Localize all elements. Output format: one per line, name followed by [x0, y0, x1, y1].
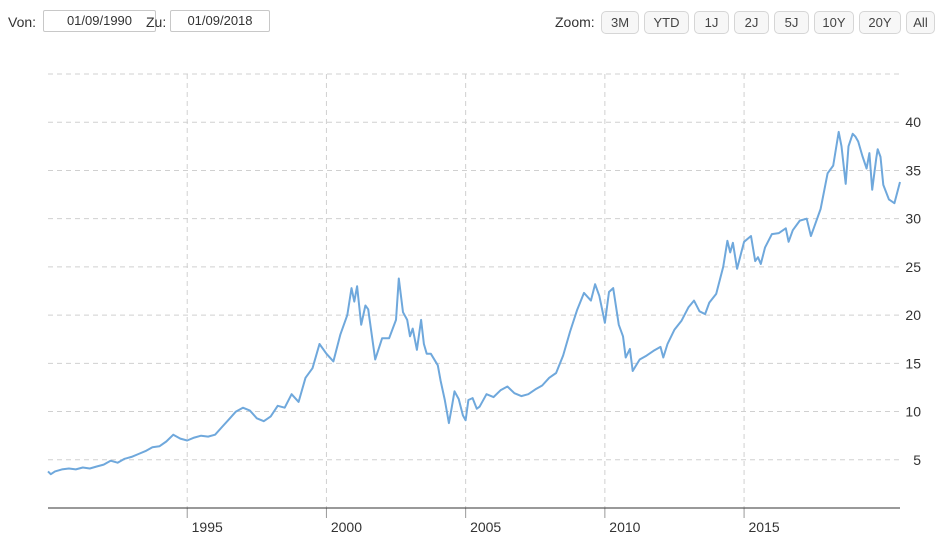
x-tick-label: 2015	[749, 519, 780, 535]
y-tick-label: 5	[913, 452, 921, 468]
series-line	[47, 130, 901, 476]
zoom-20y-button[interactable]: 20Y	[859, 11, 901, 34]
x-tick-label: 2010	[609, 519, 640, 535]
zoom-3m-button[interactable]: 3M	[601, 11, 639, 34]
y-tick-label: 25	[905, 259, 921, 275]
zoom-1j-button[interactable]: 1J	[694, 11, 729, 34]
zoom-label: Zoom:	[555, 14, 595, 30]
zoom-10y-button[interactable]: 10Y	[814, 11, 854, 34]
axes	[48, 507, 900, 518]
zoom-5j-button[interactable]: 5J	[774, 11, 809, 34]
from-label: Von:	[8, 14, 37, 30]
y-tick-label: 15	[905, 355, 921, 371]
zoom-ytd-button[interactable]: YTD	[644, 11, 689, 34]
x-tick-label: 2005	[470, 519, 501, 535]
to-label: Zu:	[146, 14, 167, 30]
y-tick-label: 35	[905, 162, 921, 178]
y-tick-label: 20	[905, 307, 921, 323]
zoom-2j-button[interactable]: 2J	[734, 11, 769, 34]
x-tick-label: 1995	[192, 519, 223, 535]
to-date-input[interactable]	[170, 10, 270, 32]
x-tick-label: 2000	[331, 519, 362, 535]
chart-toolbar: Von: Zu: Zoom: 3M YTD 1J 2J 5J 10Y 20Y A…	[0, 0, 936, 44]
zoom-all-button[interactable]: All	[906, 11, 935, 34]
zoom-button-group: 3M YTD 1J 2J 5J 10Y 20Y All	[601, 11, 935, 34]
grid-lines	[48, 73, 900, 508]
x-tick-labels: 1995 2000 2005 2010 2015	[192, 519, 780, 535]
y-tick-label: 30	[905, 211, 921, 227]
from-date-input[interactable]	[43, 10, 156, 32]
series-layer	[47, 130, 901, 476]
y-tick-labels: 5 10 15 20 25 30 35 40	[905, 114, 921, 468]
y-tick-label: 10	[905, 404, 921, 420]
y-tick-label: 40	[905, 114, 921, 130]
